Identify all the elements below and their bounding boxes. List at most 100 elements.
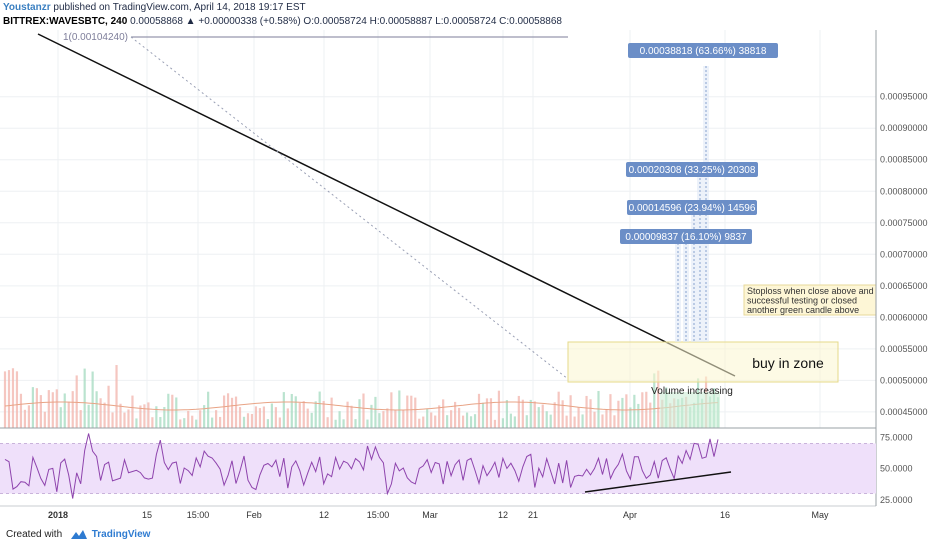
volume-bar (485, 398, 489, 428)
price-tick-label: 0.00095000 (880, 92, 928, 102)
measure-label-box (626, 162, 758, 177)
volume-bar (103, 402, 106, 428)
measure-label-box (628, 43, 778, 58)
measure-label-text[interactable]: 0.00009837 (16.10%) 9837 (625, 232, 747, 243)
volume-bar (625, 394, 628, 428)
volume-bar (465, 412, 469, 428)
volume-bar (222, 395, 226, 428)
time-tick-label: 15:00 (367, 510, 390, 520)
volume-bar (31, 387, 34, 428)
symbol-label[interactable]: BITTREX:WAVESBTC, 240 (3, 16, 128, 27)
author-name[interactable]: Youstanzr (3, 2, 51, 13)
price-tick-label: 0.00075000 (880, 218, 928, 228)
time-tick-label: 21 (528, 510, 538, 520)
volume-bar (609, 394, 612, 428)
volume-bar (489, 398, 493, 428)
volume-bar (629, 407, 632, 428)
volume-bar (47, 390, 50, 428)
volume-bar (350, 405, 353, 428)
volume-bar (573, 416, 576, 428)
volume-bar (83, 368, 86, 428)
volume-bar (378, 413, 381, 428)
volume-bar (95, 391, 98, 428)
stoploss-note-text: successful testing or closed (747, 296, 857, 306)
volume-bar (179, 419, 182, 428)
time-tick-label: 16 (720, 510, 730, 520)
volume-bar (107, 385, 110, 428)
volume-bar (43, 411, 46, 428)
buy-zone-label: buy in zone (752, 355, 824, 371)
volume-bar (469, 416, 473, 428)
volume-bar (537, 407, 540, 428)
rsi-tick-label: 25.0000 (880, 495, 913, 505)
volume-bar (63, 393, 66, 428)
measure-label-text[interactable]: 0.00014596 (23.94%) 14596 (629, 203, 756, 214)
volume-bar (402, 409, 405, 428)
volume-bar (326, 417, 329, 428)
volume-bar (230, 397, 234, 428)
volume-bar (302, 401, 305, 428)
time-tick-label: Apr (623, 510, 637, 520)
volume-bar (135, 418, 138, 428)
volume-bar (457, 407, 461, 428)
volume-bar (637, 403, 640, 428)
measure-label-text[interactable]: 0.00038818 (63.66%) 38818 (640, 46, 767, 57)
volume-bar (71, 391, 74, 428)
volume-bar (175, 397, 178, 428)
volume-bar (346, 401, 349, 428)
fibonacci-levels: 1(0.00104240)0.786(0.00092900)0.618(0.00… (63, 32, 568, 43)
volume-bar (434, 415, 437, 428)
volume-bar (589, 399, 592, 428)
volume-bar (139, 405, 142, 428)
volume-bar (541, 404, 544, 428)
volume-bar (330, 397, 333, 428)
price-tick-label: 0.00045000 (880, 407, 928, 417)
volume-bar (513, 416, 516, 428)
rsi-axis[interactable]: 25.0000 50.0000 75.0000 (880, 432, 913, 505)
volume-bar (410, 395, 413, 428)
time-axis[interactable]: 2018 15 15:00 Feb 12 15:00 Mar 12 21 Apr 16 May (48, 510, 829, 520)
volume-bar (159, 417, 162, 428)
volume-note-label: Volume increasing (651, 386, 733, 397)
volume-bar (314, 401, 317, 428)
volume-bar (438, 405, 441, 428)
volume-bar (362, 393, 365, 428)
ohlc-readout: 0.00058868 ▲ +0.00000338 (+0.58%) O:0.00… (130, 16, 562, 27)
volume-bar (545, 411, 548, 428)
time-tick-label: May (811, 510, 829, 520)
tradingview-brand[interactable]: TradingView (91, 529, 151, 540)
price-tick-label: 0.00080000 (880, 186, 928, 196)
volume-bar (211, 417, 214, 428)
volume-bar (370, 404, 373, 428)
measure-label-text[interactable]: 0.00020308 (33.25%) 20308 (629, 165, 756, 176)
volume-bar (422, 416, 425, 428)
time-tick-label: 15:00 (187, 510, 210, 520)
rsi-trendline (584, 471, 732, 493)
volume-bar (286, 408, 289, 428)
time-tick-label: 2018 (48, 510, 68, 520)
volume-bar (242, 416, 246, 428)
volume-bar (306, 408, 309, 428)
volume-bar (613, 415, 616, 428)
volume-bar (298, 402, 301, 428)
volume-bar (481, 402, 485, 428)
volume-bar (278, 417, 281, 428)
volume-bar (59, 407, 62, 428)
volume-bar (266, 419, 269, 428)
volume-bar (238, 407, 242, 428)
volume-bar (657, 370, 660, 428)
volume-bar (585, 395, 588, 428)
volume-bar (653, 373, 656, 428)
volume-bar (191, 415, 194, 428)
volume-bar (15, 371, 19, 428)
volume-bar (533, 401, 536, 428)
volume-bar (127, 409, 130, 428)
volume-bar (593, 411, 596, 428)
volume-bar (553, 402, 556, 428)
volume-bar (246, 413, 250, 428)
price-axis[interactable]: 0.00045000 0.00050000 0.00055000 0.00060000… (877, 0, 932, 506)
volume-bar (366, 419, 369, 428)
volume-bar (414, 397, 417, 428)
